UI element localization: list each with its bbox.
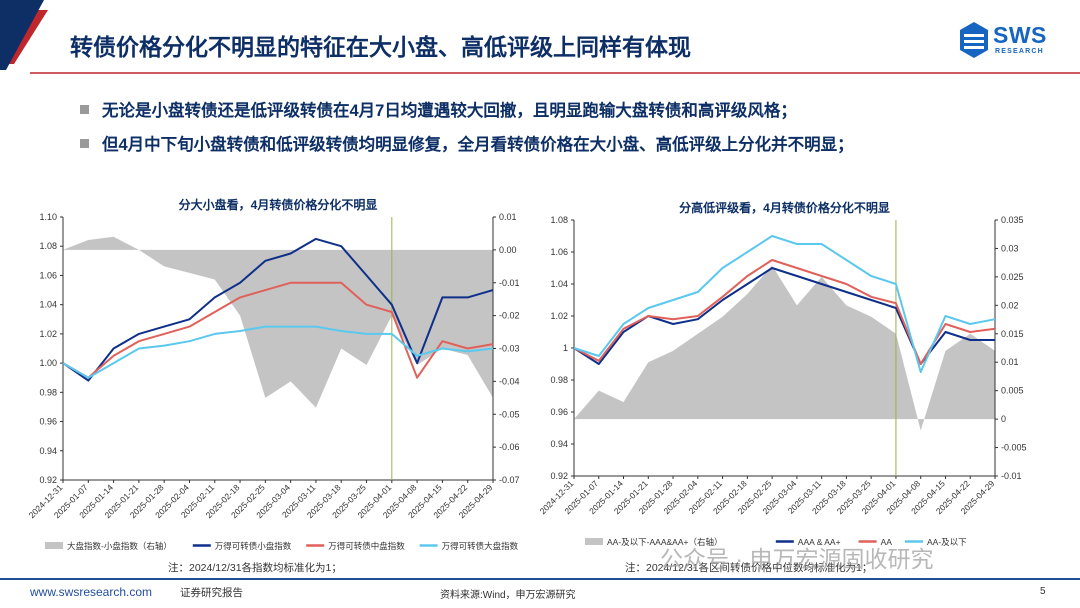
legend-label: 万得可转债大盘指数 [442, 541, 519, 551]
bullet-square-icon [80, 105, 89, 114]
y-tick-label: 1.08 [550, 215, 568, 225]
y2-tick-label: -0.04 [499, 376, 520, 386]
y2-tick-label: 0.03 [1001, 243, 1019, 253]
page-number: 5 [1040, 586, 1046, 597]
y-tick-label: 0.96 [39, 417, 57, 427]
y-tick-label: 0.98 [39, 387, 57, 397]
y2-tick-label: -0.07 [499, 475, 520, 485]
y-tick-label: 1.04 [39, 300, 57, 310]
logo-text: SWS [993, 22, 1047, 48]
chart-title: 分高低评级看，4月转债价格分化不明显 [679, 200, 890, 215]
y-tick-label: 1.02 [39, 329, 57, 339]
y2-tick-label: 0.035 [1001, 215, 1024, 225]
y2-tick-label: 0.005 [1001, 386, 1024, 396]
y-tick-label: 0.92 [550, 471, 568, 481]
y2-tick-label: -0.06 [499, 442, 520, 452]
legend-label: 万得可转债小盘指数 [215, 541, 292, 551]
legend-label: AA-及以下-AAA&AA+（右轴） [607, 537, 722, 547]
footer-source: 资料来源:Wind，申万宏源研究 [440, 590, 576, 601]
bullet-2: 但4月中下旬小盘转债和低评级转债均明显修复，全月看转债价格在大小盘、高低评级上分… [80, 131, 854, 155]
y2-tick-label: -0.01 [499, 278, 520, 288]
y2-tick-label: 0.00 [499, 245, 517, 255]
y-tick-label: 1.00 [39, 358, 57, 368]
legend-swatch [585, 538, 603, 545]
y2-tick-label: 0.015 [1001, 329, 1024, 339]
legend-label: AA [881, 537, 893, 547]
y-tick-label: 0.98 [550, 375, 568, 385]
line-series [62, 237, 494, 382]
y-tick-label: 1.08 [39, 241, 57, 251]
legend-label: 大盘指数-小盘指数（右轴） [67, 541, 172, 551]
line-series [573, 235, 996, 373]
y2-tick-label: -0.005 [1001, 443, 1027, 453]
y-tick-label: 1.06 [550, 247, 568, 257]
y-tick-label: 1 [563, 343, 568, 353]
sws-logo: SWS RESEARCH [958, 20, 1058, 60]
chart-note-size: 注：2024/12/31各指数均标准化为1； [168, 562, 342, 574]
area-series [574, 265, 995, 431]
bullet-text: 但4月中下旬小盘转债和低评级转债均明显修复，全月看转债价格在大小盘、高低评级上分… [102, 136, 854, 154]
y-tick-label: 0.92 [39, 475, 57, 485]
chart-note-rating: 注：2024/12/31各区间转债价格中位数均标准化为1； [625, 562, 873, 574]
y2-tick-label: -0.03 [499, 344, 520, 354]
line-series [573, 259, 996, 365]
line-series [62, 325, 494, 379]
chart-title: 分大小盘看，4月转债价格分化不明显 [179, 197, 378, 212]
y-tick-label: 1.10 [39, 212, 57, 222]
footer-divider [0, 578, 1080, 580]
y2-tick-label: 0.01 [499, 212, 517, 222]
legend-label: AAA & AA+ [798, 537, 841, 547]
legend-swatch [45, 542, 63, 549]
chart-rating: 分高低评级看，4月转债价格分化不明显 0.92 0.94 0.96 0.98 1 1.02 1… [540, 200, 1027, 547]
watermark: 公众号 · 申万宏源固收研究 [660, 546, 934, 572]
y2-tick-label: 0 [1001, 414, 1006, 424]
y2-tick-label: 0.02 [1001, 300, 1019, 310]
y2-tick-label: 0.01 [1001, 357, 1019, 367]
y-tick-label: 0.94 [550, 439, 568, 449]
area-series [63, 236, 493, 408]
line-series [62, 281, 494, 379]
y2-tick-label: 0.025 [1001, 272, 1024, 282]
chart-size: 分大小盘看，4月转债价格分化不明显 0.92 0.94 0.96 0.98 1.00 1.0… [27, 197, 520, 551]
logo-icon [960, 22, 988, 58]
footer-report-type: 证券研究报告 [180, 587, 243, 599]
logo-subtext: RESEARCH [995, 48, 1044, 55]
y-tick-label: 1.04 [550, 279, 568, 289]
y2-tick-label: -0.05 [499, 409, 520, 419]
title-bar [0, 0, 1080, 74]
bullet-1: 无论是小盘转债还是低评级转债在4月7日均遭遇较大回撤，且明显跑输大盘转债和高评级… [80, 97, 797, 121]
page-title: 转债价格分化不明显的特征在大小盘、高低评级上同样有体现 [70, 34, 691, 60]
y-tick-label: 0.96 [550, 407, 568, 417]
footer-url-link[interactable]: www.swsresearch.com [30, 585, 153, 599]
y-tick-label: 1.02 [550, 311, 568, 321]
y2-tick-label: -0.02 [499, 311, 520, 321]
bullet-square-icon [80, 139, 89, 148]
legend-label: 万得可转债中盘指数 [328, 541, 405, 551]
legend-label: AA-及以下 [927, 537, 967, 547]
y2-tick-label: -0.01 [1001, 471, 1022, 481]
y-tick-label: 0.94 [39, 446, 57, 456]
y-tick-label: 1.06 [39, 270, 57, 280]
bullet-text: 无论是小盘转债还是低评级转债在4月7日均遭遇较大回撤，且明显跑输大盘转债和高评级… [102, 102, 797, 120]
